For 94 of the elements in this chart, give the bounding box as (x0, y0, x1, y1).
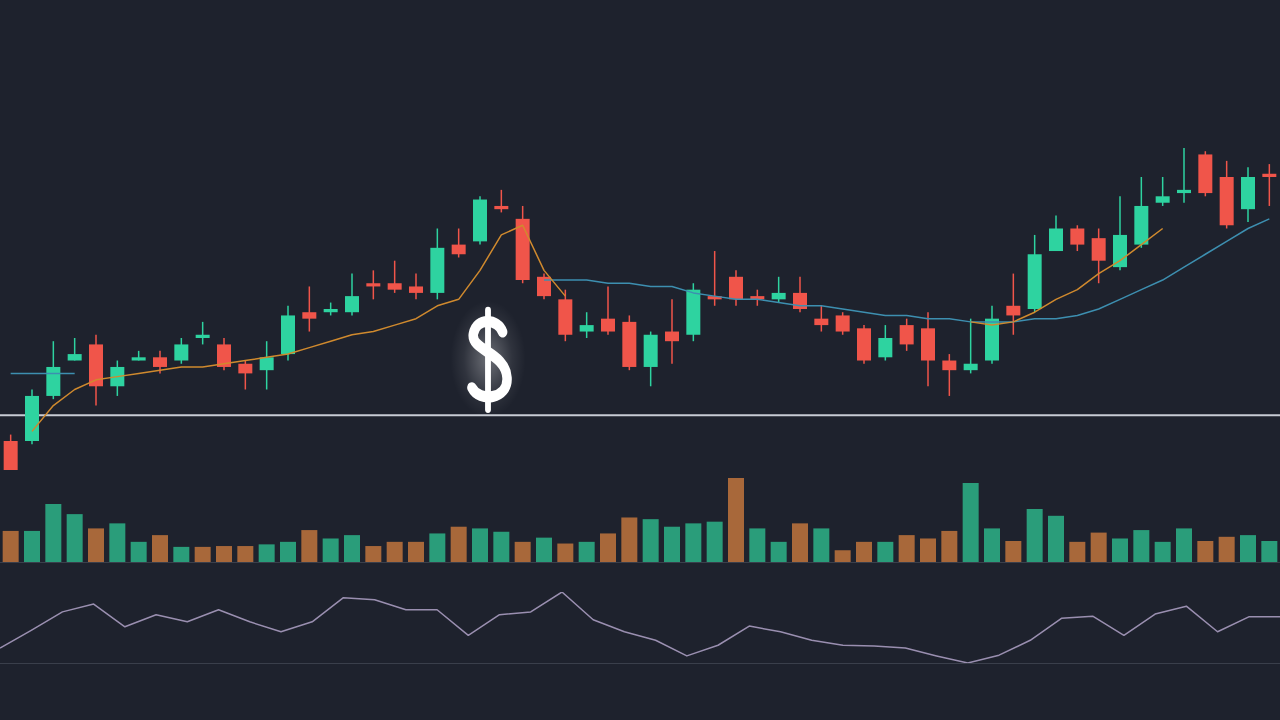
bar (1261, 541, 1278, 562)
candlestick (537, 272, 551, 301)
candlestick (579, 311, 594, 339)
candlestick (195, 321, 210, 346)
bar (898, 535, 915, 562)
bar (536, 537, 552, 562)
candlestick (302, 285, 317, 333)
bar (301, 530, 318, 562)
bar (1005, 541, 1022, 562)
bar (920, 538, 936, 562)
bar (1154, 541, 1171, 562)
bar (834, 550, 851, 562)
bar (493, 531, 510, 562)
candlestick (387, 259, 402, 294)
candlestick (1006, 272, 1021, 336)
candlestick (835, 311, 850, 336)
bar (877, 541, 894, 562)
bar (1026, 509, 1043, 562)
bar (1090, 532, 1107, 562)
candlestick (1155, 176, 1170, 207)
bar (578, 541, 595, 562)
candlestick (771, 276, 786, 304)
bar (1133, 530, 1150, 562)
candlestick (153, 350, 167, 375)
candlestick (1091, 227, 1106, 284)
bar (984, 528, 1000, 562)
candlestick (729, 269, 743, 307)
bar (706, 521, 723, 562)
candlestick (1177, 147, 1191, 204)
bar (66, 514, 83, 562)
bar (2, 530, 19, 562)
bar (258, 544, 275, 562)
bar (749, 528, 766, 562)
bar (856, 541, 872, 562)
bar (450, 526, 467, 562)
candlestick (601, 285, 615, 336)
bar (472, 528, 488, 562)
candlestick (665, 298, 679, 365)
candlestick (238, 359, 253, 391)
bar (344, 535, 360, 562)
candlestick (409, 272, 423, 301)
bar (557, 543, 574, 562)
bar (280, 541, 296, 562)
bar (642, 519, 659, 562)
bar (941, 530, 958, 562)
bar (962, 483, 979, 562)
bar (728, 478, 744, 562)
bar (109, 523, 126, 562)
candlestick (1070, 224, 1085, 252)
bar (1048, 515, 1064, 562)
bar (1176, 528, 1192, 562)
candlestick (878, 324, 893, 362)
candlestick (963, 317, 978, 375)
candlestick (1049, 214, 1063, 252)
candlestick (1262, 163, 1277, 207)
bar (322, 538, 339, 562)
bar (216, 546, 232, 562)
candlestick (814, 305, 829, 333)
bar (1218, 536, 1235, 562)
bar (1112, 538, 1128, 562)
candlestick (494, 189, 509, 214)
bar (173, 546, 190, 562)
candlestick (67, 337, 82, 362)
bar (514, 541, 531, 562)
candlestick (451, 227, 466, 259)
bar (813, 528, 830, 562)
bar (685, 523, 702, 562)
bar (88, 528, 104, 562)
candlestick (366, 269, 381, 301)
candlestick (259, 340, 274, 391)
bar (386, 541, 403, 562)
bar (408, 541, 424, 562)
bar (1240, 535, 1256, 562)
bar (1197, 541, 1214, 562)
bar (194, 546, 211, 562)
bar (24, 530, 40, 562)
bar (130, 541, 147, 562)
bar (237, 546, 254, 562)
candlestick (110, 359, 125, 397)
bar (1069, 541, 1086, 562)
bar (45, 504, 62, 562)
candlestick (174, 337, 189, 365)
bar (152, 535, 168, 562)
candlestick (942, 353, 957, 397)
bar (365, 546, 382, 562)
bar (429, 533, 446, 562)
bar (621, 517, 638, 562)
bar (600, 533, 616, 562)
bar (664, 526, 680, 562)
candlestick (217, 337, 231, 371)
candlestick (345, 272, 359, 317)
candlestick (899, 317, 914, 352)
bar (770, 541, 787, 562)
bar (792, 523, 808, 562)
